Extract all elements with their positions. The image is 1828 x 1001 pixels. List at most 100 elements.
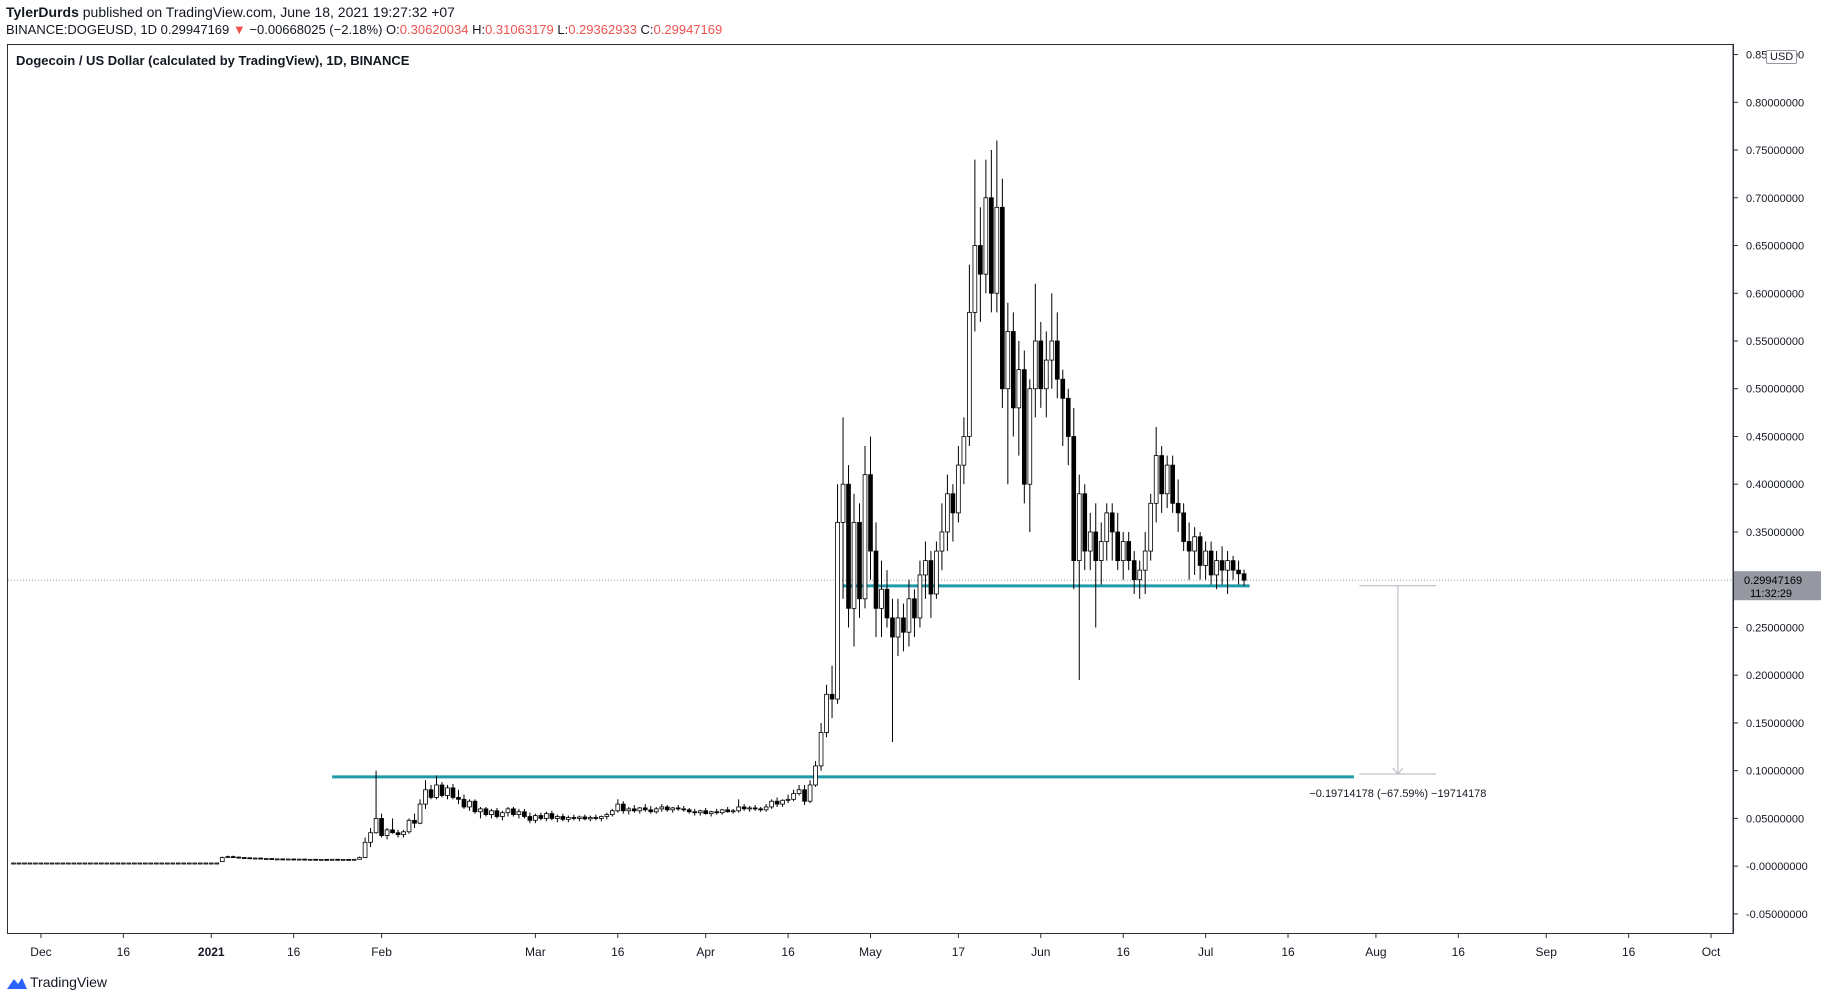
candle: [741, 804, 747, 811]
candle-body: [274, 858, 280, 861]
candle-body: [527, 816, 533, 821]
candle-body: [813, 765, 818, 786]
candle: [994, 140, 1000, 313]
candle: [1043, 331, 1049, 418]
candle-body: [1186, 541, 1192, 552]
candle-body: [588, 817, 593, 820]
candle-body: [593, 817, 599, 819]
price-badge-value: 0.29947169: [1744, 575, 1802, 587]
candle-body: [1126, 541, 1132, 562]
candle-body: [406, 819, 412, 833]
candle-body: [362, 841, 368, 858]
candle-body: [401, 831, 406, 836]
measure-arrow-icon: [1392, 767, 1404, 775]
candle-body: [159, 862, 165, 865]
candle-body: [763, 806, 769, 811]
candle-body: [186, 862, 192, 865]
author-name[interactable]: TylerDurds: [6, 4, 79, 20]
candle-body: [670, 807, 676, 811]
candle: [27, 862, 33, 865]
candle-body: [93, 862, 99, 865]
candle-body: [1236, 569, 1241, 575]
x-tick-label: 2021: [198, 945, 225, 959]
candle: [1214, 551, 1219, 590]
candle-body: [38, 862, 44, 865]
tradingview-brand: TradingView: [30, 974, 108, 990]
candle: [115, 862, 121, 865]
candle-body: [126, 862, 132, 865]
candle-body: [110, 862, 115, 865]
candle-body: [802, 789, 807, 802]
candle: [1170, 455, 1175, 513]
candle: [758, 806, 763, 812]
candle: [1159, 446, 1164, 513]
candle: [489, 808, 494, 819]
candle: [989, 150, 994, 313]
currency-badge[interactable]: USD: [1766, 50, 1798, 64]
candle-body: [835, 522, 840, 700]
candle: [533, 813, 538, 824]
candle-body: [500, 812, 505, 817]
candle-body: [247, 857, 253, 860]
candle: [857, 503, 862, 618]
candle-body: [873, 550, 879, 609]
candle-body: [368, 832, 373, 843]
candle-body: [868, 474, 873, 552]
candle: [697, 809, 703, 816]
candle: [945, 474, 950, 552]
candle: [637, 806, 643, 814]
candle-body: [373, 818, 379, 834]
candle: [642, 804, 648, 812]
candle-body: [571, 817, 577, 819]
y-tick-label: 0.65000000: [1746, 241, 1804, 253]
close-label: C:: [640, 22, 654, 37]
candle: [873, 522, 879, 637]
candle: [824, 684, 829, 738]
candle-body: [44, 862, 49, 865]
candle-body: [774, 800, 780, 805]
candle-body: [714, 811, 720, 814]
candle: [752, 805, 758, 811]
candle: [192, 862, 198, 865]
candle-body: [214, 862, 220, 865]
candle-body: [906, 598, 912, 633]
candle-body: [461, 798, 467, 808]
candle-body: [725, 809, 730, 813]
candle: [890, 598, 895, 743]
y-tick-label: 0.80000000: [1746, 97, 1804, 109]
candle-body: [890, 617, 895, 638]
candle-body: [686, 809, 692, 813]
candle: [285, 858, 291, 861]
candle: [796, 785, 802, 796]
candle: [423, 780, 428, 809]
candle: [247, 857, 253, 860]
candle: [1126, 531, 1132, 571]
tradingview-logo[interactable]: TradingView: [6, 974, 107, 990]
candle: [368, 827, 373, 848]
candle-body: [983, 197, 989, 275]
candle-body: [741, 806, 747, 810]
candle: [296, 858, 302, 861]
candle-body: [862, 474, 868, 600]
candle-body: [329, 858, 335, 861]
candle-body: [16, 862, 22, 865]
y-tick-label: 0.25000000: [1746, 622, 1804, 634]
candle: [357, 856, 362, 860]
candle-body: [192, 862, 198, 865]
candle-body: [1181, 512, 1186, 542]
y-tick-label: 0.40000000: [1746, 479, 1804, 491]
x-tick-label: Mar: [525, 945, 546, 959]
candle: [439, 782, 445, 798]
candle: [1076, 474, 1082, 680]
candle: [906, 579, 912, 647]
candle-body: [615, 803, 621, 812]
candle-body: [230, 856, 236, 859]
candle-body: [357, 857, 362, 860]
candle-body: [884, 588, 890, 619]
candle-body: [1219, 560, 1225, 571]
candle-body: [1175, 502, 1181, 514]
candle-body: [752, 807, 758, 810]
candle: [1236, 560, 1241, 585]
candle-body: [928, 560, 934, 595]
